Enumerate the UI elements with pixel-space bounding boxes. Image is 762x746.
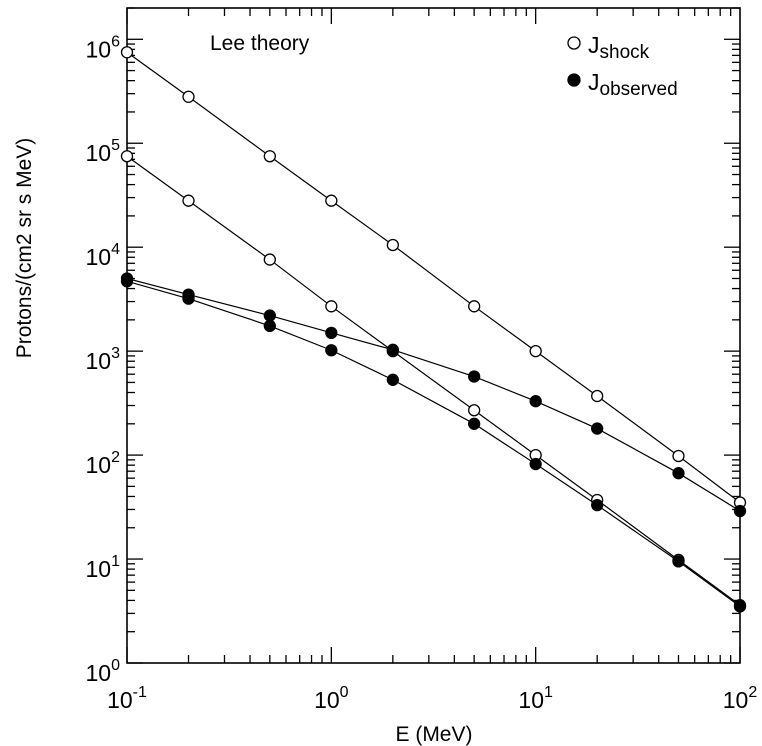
data-point-series-3 (591, 422, 604, 435)
data-point-series-1 (120, 46, 134, 59)
annotation-label: Lee theory (210, 32, 310, 55)
y-tick-label-exp: 3 (111, 345, 120, 362)
y-axis-title: Protons/(cm2 sr s MeV) (13, 138, 36, 359)
x-tick-label: 100 (314, 684, 349, 713)
x-tick-label-base: 10 (518, 687, 544, 713)
data-point-series-4 (325, 344, 338, 357)
legend-label-observed-sub: observed (600, 79, 678, 100)
data-point-series-3 (325, 326, 338, 339)
x-tick-label-exp: 2 (748, 684, 757, 701)
data-point-series-1 (182, 90, 195, 103)
y-tick-label: 100 (86, 657, 121, 686)
data-point-series-3 (468, 370, 481, 383)
legend-marker-filled (567, 73, 581, 87)
data-point-series-2 (182, 194, 195, 207)
data-point-series-4 (733, 600, 747, 613)
x-tick-label-exp: -1 (133, 684, 147, 701)
series-line-1 (126, 51, 741, 503)
data-point-series-4 (386, 373, 399, 386)
y-tick-label: 103 (86, 345, 121, 374)
data-point-series-1 (468, 300, 481, 313)
data-point-series-4 (263, 319, 276, 333)
y-tick-label-base: 10 (86, 348, 112, 374)
legend-label-observed-base: J (588, 69, 600, 95)
x-tick-label: 102 (723, 684, 758, 713)
y-tick-label: 105 (86, 137, 121, 166)
data-point-series-2 (468, 404, 481, 417)
y-tick-label-base: 10 (86, 452, 112, 478)
legend-marker-open (567, 36, 581, 50)
data-point-series-2 (325, 300, 338, 313)
data-point-series-4 (672, 555, 685, 568)
data-point-series-1 (263, 150, 276, 163)
y-tick-label: 104 (86, 241, 121, 270)
data-point-series-4 (529, 457, 542, 471)
lines-layer (126, 51, 741, 607)
y-tick-label-base: 10 (86, 244, 112, 270)
y-tick-label: 101 (86, 553, 121, 582)
data-point-series-4 (120, 275, 134, 288)
data-point-series-4 (182, 292, 195, 305)
data-point-series-2 (120, 150, 134, 163)
data-point-series-4 (591, 498, 604, 512)
x-tick-label-base: 10 (314, 687, 340, 713)
x-tick-label-base: 10 (723, 687, 749, 713)
x-axis-title: E (MeV) (395, 723, 472, 746)
data-point-series-2 (263, 253, 276, 266)
data-point-series-1 (672, 449, 685, 463)
data-point-series-1 (529, 344, 542, 358)
points-layer (120, 46, 747, 613)
data-point-series-1 (325, 194, 338, 207)
plot-frame (126, 7, 741, 664)
data-point-series-3 (733, 504, 747, 518)
y-tick-label-base: 10 (86, 140, 112, 166)
legend-label-observed: Jobserved (588, 69, 678, 100)
legend-label-shock-sub: shock (600, 42, 650, 63)
y-tick-label-exp: 1 (111, 553, 120, 570)
y-tick-label-exp: 5 (111, 137, 120, 154)
legend-label-shock-base: J (588, 32, 600, 58)
data-point-series-3 (386, 343, 399, 356)
legend-label-shock: Jshock (588, 32, 650, 63)
data-point-series-4 (468, 417, 481, 430)
series-line-4 (126, 280, 741, 607)
y-tick-label: 102 (86, 449, 121, 478)
x-tick-label-exp: 1 (544, 684, 553, 701)
y-tick-label-exp: 0 (111, 657, 120, 674)
y-tick-label-exp: 2 (111, 449, 120, 466)
x-tick-label: 10-1 (107, 684, 147, 713)
y-tick-label-base: 10 (86, 660, 112, 686)
y-tick-label-exp: 4 (111, 241, 120, 258)
data-point-series-3 (672, 467, 685, 480)
data-point-series-3 (529, 395, 542, 408)
series-line-2 (126, 155, 741, 606)
data-point-series-1 (591, 389, 604, 403)
x-tick-label-exp: 0 (340, 684, 349, 701)
x-tick-label-base: 10 (107, 687, 133, 713)
series-line-3 (126, 277, 741, 512)
y-tick-label-base: 10 (86, 36, 112, 62)
ticks-layer (126, 7, 741, 664)
data-point-series-1 (386, 238, 399, 252)
y-tick-label-exp: 6 (111, 33, 120, 50)
data-point-series-3 (263, 309, 276, 322)
y-tick-label: 106 (86, 33, 121, 62)
x-tick-label: 101 (518, 684, 553, 713)
legend: Jshock Jobserved (567, 32, 678, 100)
y-tick-label-base: 10 (86, 556, 112, 582)
